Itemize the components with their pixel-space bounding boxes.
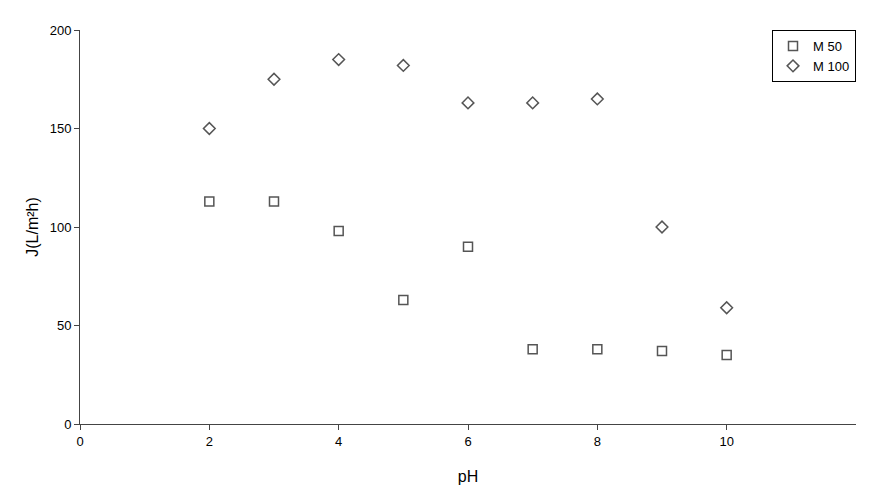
svg-text:pH: pH [458, 468, 478, 485]
svg-text:M 50: M 50 [813, 39, 842, 54]
svg-text:150: 150 [50, 121, 72, 136]
svg-text:0: 0 [76, 434, 83, 449]
svg-text:200: 200 [50, 23, 72, 38]
svg-text:10: 10 [719, 434, 733, 449]
svg-text:50: 50 [57, 318, 71, 333]
svg-text:100: 100 [50, 220, 72, 235]
svg-text:M 100: M 100 [813, 59, 849, 74]
svg-text:8: 8 [594, 434, 601, 449]
svg-text:2: 2 [206, 434, 213, 449]
svg-text:J(L/m²h): J(L/m²h) [24, 197, 41, 257]
svg-text:4: 4 [335, 434, 342, 449]
svg-text:0: 0 [64, 417, 71, 432]
svg-text:6: 6 [464, 434, 471, 449]
